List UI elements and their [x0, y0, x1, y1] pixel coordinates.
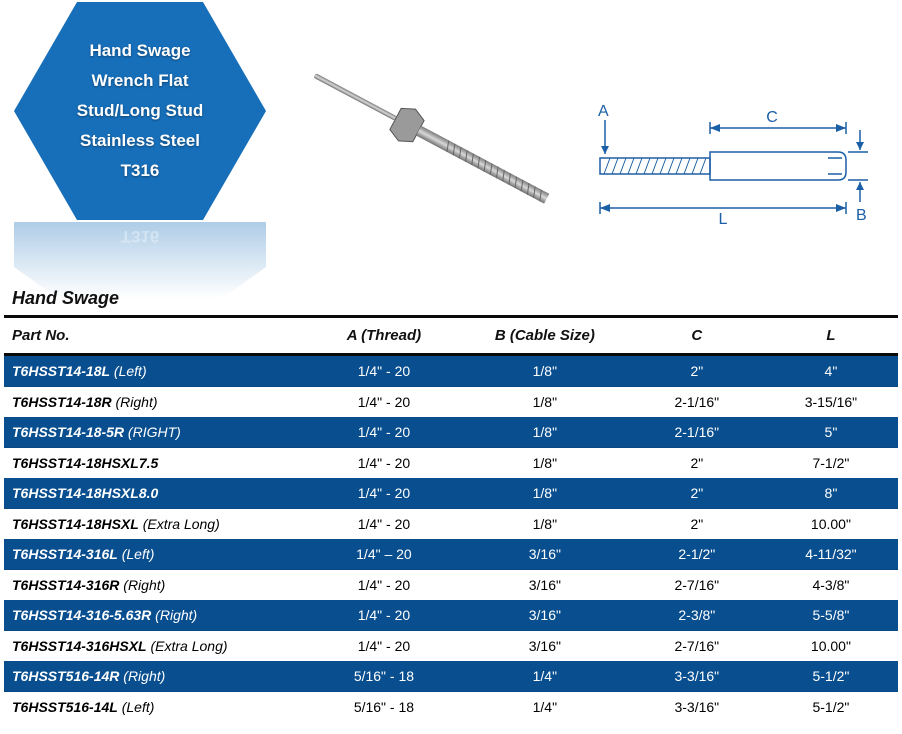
cell-part-no: T6HSST14-316HSXL (Extra Long)	[4, 631, 308, 662]
cell-a: 1/4" - 20	[308, 355, 460, 387]
table-body: T6HSST14-18L (Left)1/4" - 201/8"2"4"T6HS…	[4, 355, 898, 723]
cell-b: 1/8"	[460, 387, 630, 418]
cell-c: 3-3/16"	[630, 661, 764, 692]
col-a-thread: A (Thread)	[308, 318, 460, 355]
cell-c: 2"	[630, 448, 764, 479]
table-row: T6HSST14-18-5R (RIGHT)1/4" - 201/8"2-1/1…	[4, 417, 898, 448]
cell-a: 1/4" - 20	[308, 600, 460, 631]
cell-l: 8"	[764, 478, 898, 509]
badge-line-4: Stainless Steel	[80, 131, 200, 151]
dim-label-b: B	[856, 207, 867, 224]
cell-part-no: T6HSST14-18HSXL7.5	[4, 448, 308, 479]
badge-line-3: Stud/Long Stud	[77, 101, 204, 121]
cell-part-no: T6HSST516-14L (Left)	[4, 692, 308, 723]
cell-c: 2"	[630, 509, 764, 540]
table-row: T6HSST14-18L (Left)1/4" - 201/8"2"4"	[4, 355, 898, 387]
cell-b: 3/16"	[460, 600, 630, 631]
table-row: T6HSST516-14R (Right)5/16" - 181/4"3-3/1…	[4, 661, 898, 692]
cell-a: 1/4" - 20	[308, 631, 460, 662]
cell-b: 1/8"	[460, 448, 630, 479]
cell-a: 1/4" - 20	[308, 387, 460, 418]
dim-label-l: L	[719, 211, 728, 228]
table-row: T6HSST14-18HSXL (Extra Long)1/4" - 201/8…	[4, 509, 898, 540]
cell-c: 2"	[630, 478, 764, 509]
cell-l: 5-1/2"	[764, 692, 898, 723]
product-photo	[290, 0, 570, 270]
cell-b: 3/16"	[460, 570, 630, 601]
table-row: T6HSST14-18HSXL7.51/4" - 201/8"2"7-1/2"	[4, 448, 898, 479]
cell-a: 1/4" - 20	[308, 570, 460, 601]
table-title: Hand Swage	[4, 288, 898, 318]
cell-l: 5-1/2"	[764, 661, 898, 692]
cell-b: 1/8"	[460, 509, 630, 540]
cell-a: 1/4" – 20	[308, 539, 460, 570]
cell-l: 4-11/32"	[764, 539, 898, 570]
cell-part-no: T6HSST14-316R (Right)	[4, 570, 308, 601]
cell-l: 10.00"	[764, 631, 898, 662]
col-b-cable: B (Cable Size)	[460, 318, 630, 355]
cell-b: 3/16"	[460, 539, 630, 570]
cell-part-no: T6HSST14-18HSXL8.0	[4, 478, 308, 509]
dimension-diagram: A C L	[590, 0, 892, 270]
cell-l: 3-15/16"	[764, 387, 898, 418]
cell-b: 1/4"	[460, 692, 630, 723]
cell-c: 3-3/16"	[630, 692, 764, 723]
table-row: T6HSST14-316R (Right)1/4" - 203/16"2-7/1…	[4, 570, 898, 601]
cell-part-no: T6HSST516-14R (Right)	[4, 661, 308, 692]
cell-c: 2-7/16"	[630, 570, 764, 601]
cell-a: 5/16" - 18	[308, 661, 460, 692]
cell-l: 5-5/8"	[764, 600, 898, 631]
table-row: T6HSST14-18HSXL8.01/4" - 201/8"2"8"	[4, 478, 898, 509]
dimension-diagram-svg: A C L	[560, 100, 880, 250]
cell-c: 2"	[630, 355, 764, 387]
cell-l: 4-3/8"	[764, 570, 898, 601]
badge-line-5: T316	[121, 161, 160, 181]
badge-reflection-text: T316	[121, 226, 160, 246]
cell-a: 1/4" - 20	[308, 448, 460, 479]
cell-part-no: T6HSST14-316-5.63R (Right)	[4, 600, 308, 631]
dim-label-c: C	[766, 109, 778, 126]
table-row: T6HSST14-18R (Right)1/4" - 201/8"2-1/16"…	[4, 387, 898, 418]
top-area: Hand Swage Wrench Flat Stud/Long Stud St…	[0, 0, 902, 288]
cell-a: 5/16" - 18	[308, 692, 460, 723]
table-row: T6HSST14-316-5.63R (Right)1/4" - 203/16"…	[4, 600, 898, 631]
table-row: T6HSST14-316L (Left)1/4" – 203/16"2-1/2"…	[4, 539, 898, 570]
cell-a: 1/4" - 20	[308, 417, 460, 448]
cell-a: 1/4" - 20	[308, 509, 460, 540]
cell-b: 3/16"	[460, 631, 630, 662]
cell-c: 2-7/16"	[630, 631, 764, 662]
badge-line-2: Wrench Flat	[92, 71, 189, 91]
cell-c: 2-3/8"	[630, 600, 764, 631]
cell-c: 2-1/16"	[630, 387, 764, 418]
cell-part-no: T6HSST14-18HSXL (Extra Long)	[4, 509, 308, 540]
col-part-no: Part No.	[4, 318, 308, 355]
table-row: T6HSST14-316HSXL (Extra Long)1/4" - 203/…	[4, 631, 898, 662]
table-header-row: Part No. A (Thread) B (Cable Size) C L	[4, 318, 898, 355]
badge-hexagon: Hand Swage Wrench Flat Stud/Long Stud St…	[14, 2, 266, 220]
table-row: T6HSST516-14L (Left)5/16" - 181/4"3-3/16…	[4, 692, 898, 723]
cell-part-no: T6HSST14-18-5R (RIGHT)	[4, 417, 308, 448]
cell-l: 10.00"	[764, 509, 898, 540]
spec-table: Part No. A (Thread) B (Cable Size) C L T…	[4, 318, 898, 722]
cell-l: 7-1/2"	[764, 448, 898, 479]
badge-line-1: Hand Swage	[89, 41, 190, 61]
dim-label-a: A	[598, 103, 609, 120]
cell-c: 2-1/2"	[630, 539, 764, 570]
cell-c: 2-1/16"	[630, 417, 764, 448]
product-photo-svg	[290, 0, 570, 270]
cell-b: 1/4"	[460, 661, 630, 692]
cell-b: 1/8"	[460, 417, 630, 448]
col-l: L	[764, 318, 898, 355]
cell-l: 4"	[764, 355, 898, 387]
cell-b: 1/8"	[460, 478, 630, 509]
badge-hexagon-wrap: Hand Swage Wrench Flat Stud/Long Stud St…	[10, 0, 270, 288]
cell-part-no: T6HSST14-18L (Left)	[4, 355, 308, 387]
cell-a: 1/4" - 20	[308, 478, 460, 509]
cell-part-no: T6HSST14-316L (Left)	[4, 539, 308, 570]
cell-b: 1/8"	[460, 355, 630, 387]
cell-part-no: T6HSST14-18R (Right)	[4, 387, 308, 418]
cell-l: 5"	[764, 417, 898, 448]
col-c: C	[630, 318, 764, 355]
